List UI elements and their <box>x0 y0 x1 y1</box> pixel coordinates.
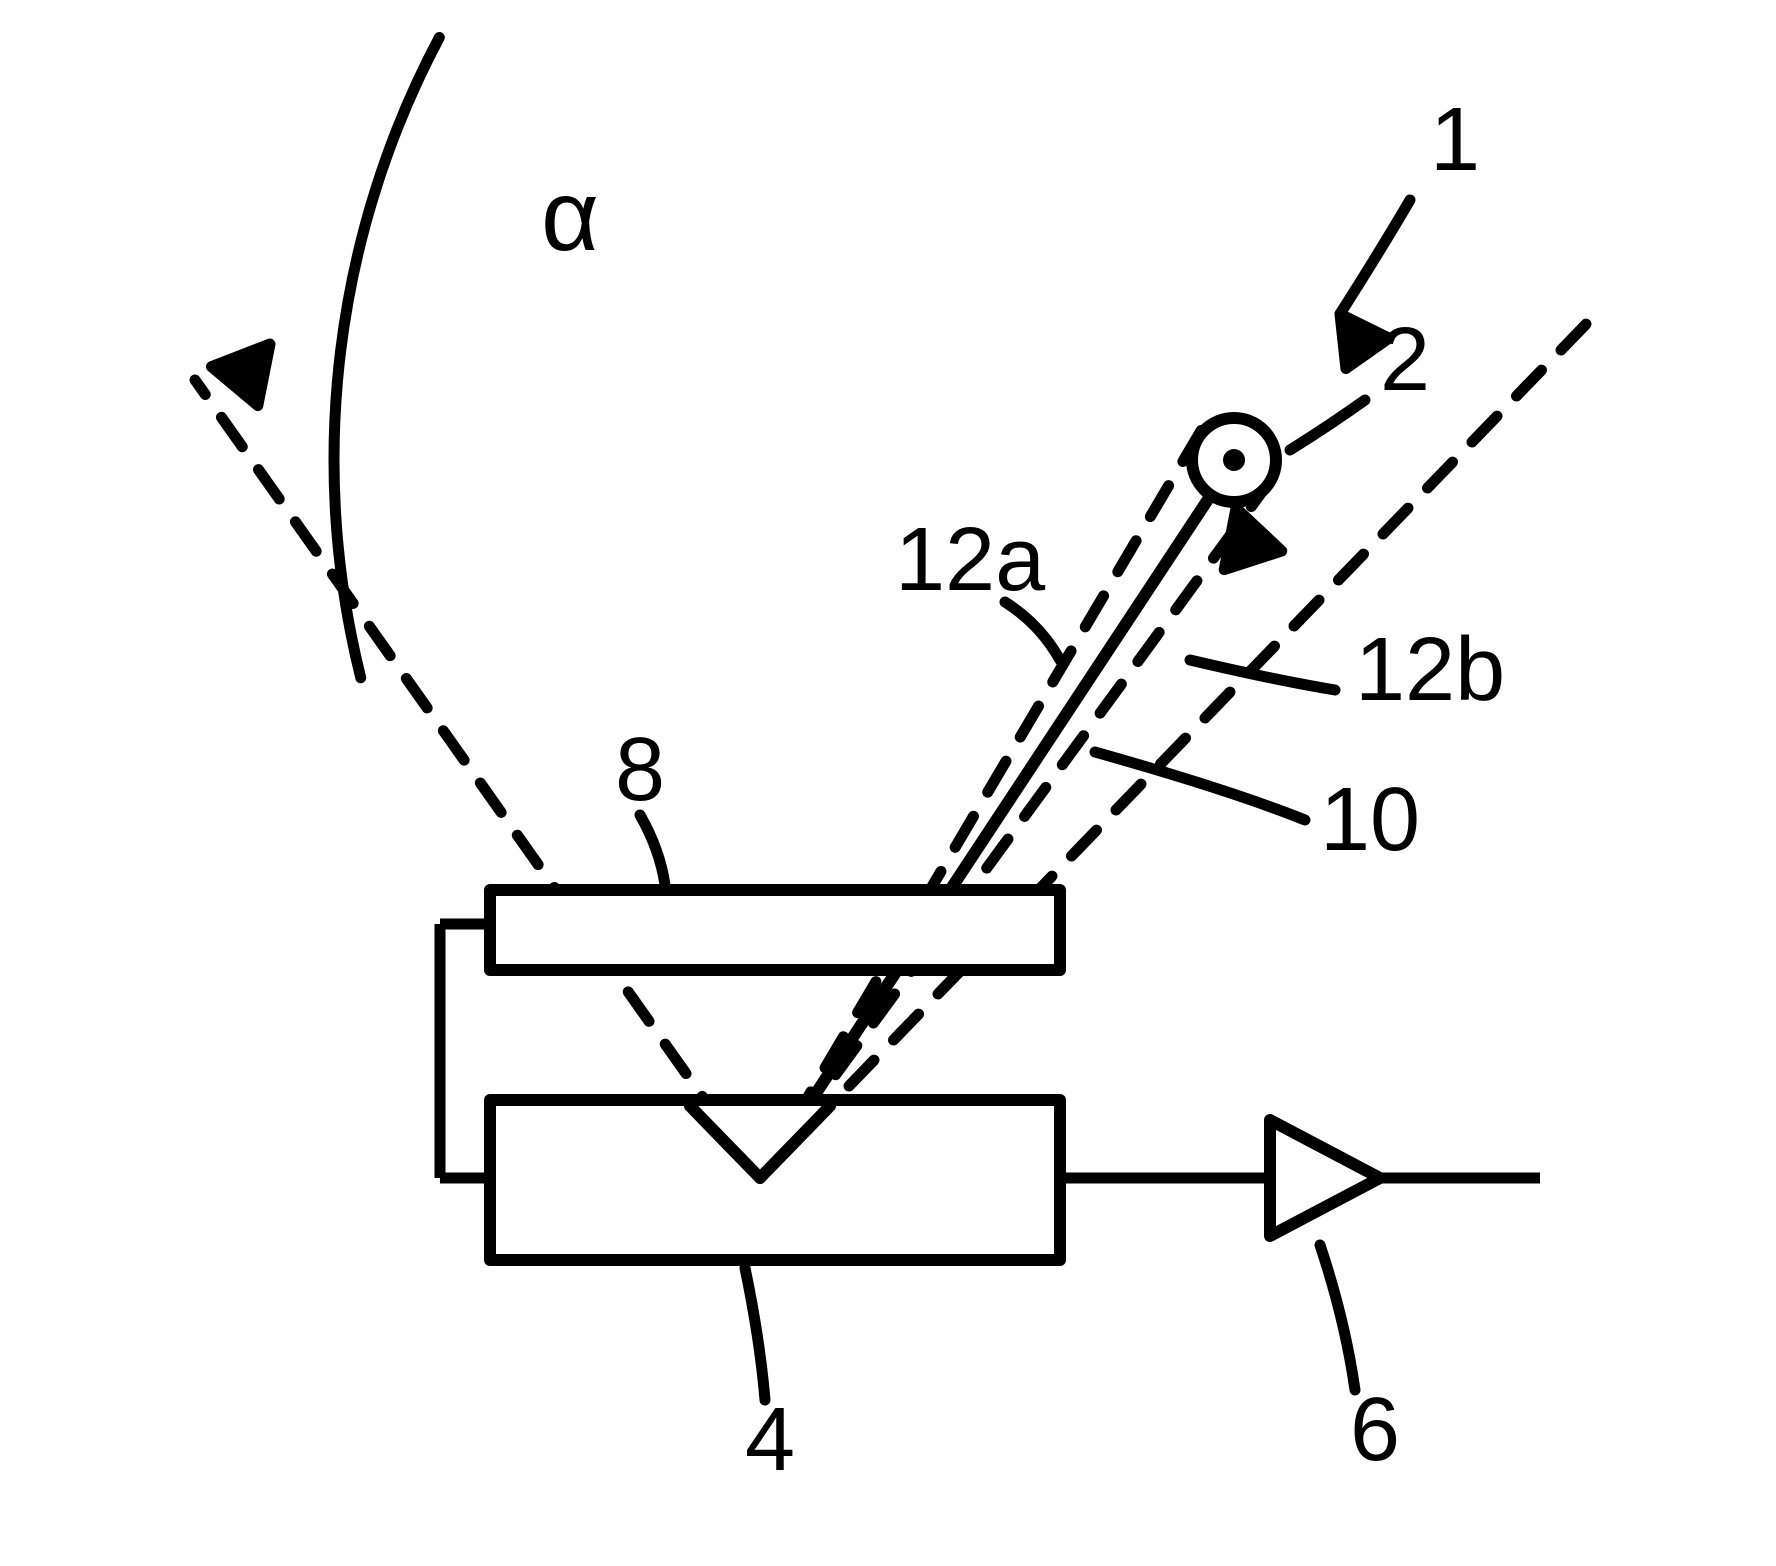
leader-12a <box>1005 602 1060 660</box>
leader-10 <box>1095 752 1305 820</box>
alpha-arc <box>334 37 439 677</box>
label-4: 4 <box>745 1390 795 1490</box>
leader-2 <box>1290 400 1365 450</box>
box-upper <box>490 890 1060 970</box>
amp-icon <box>1270 1120 1380 1236</box>
label-12a: 12a <box>895 510 1046 610</box>
leader-1 <box>1340 200 1410 314</box>
ray-dashed-0 <box>195 380 760 1178</box>
leader-4 <box>745 1268 765 1400</box>
label-8: 8 <box>615 720 665 820</box>
label-12b: 12b <box>1355 620 1505 720</box>
source-dot <box>1223 449 1245 471</box>
leader-8 <box>640 815 665 885</box>
label-10: 10 <box>1320 770 1420 870</box>
alpha-label: α <box>541 160 599 272</box>
label-2: 2 <box>1380 310 1430 410</box>
box-lower <box>490 1100 1060 1260</box>
ray-dashed-1 <box>760 320 1590 1178</box>
label-6: 6 <box>1350 1380 1400 1480</box>
label-1: 1 <box>1430 90 1480 190</box>
leader-6 <box>1320 1245 1355 1390</box>
